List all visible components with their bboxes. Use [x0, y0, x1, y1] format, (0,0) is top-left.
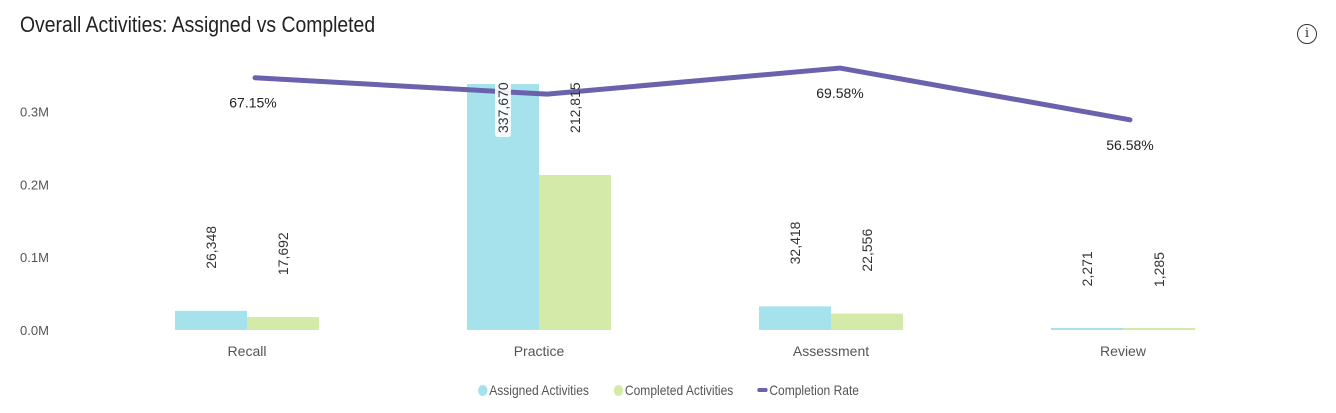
bar-assigned: [175, 310, 247, 330]
y-tick-label: 0.2M: [20, 177, 49, 192]
y-tick-label: 0.1M: [20, 250, 49, 265]
data-label-assigned: 2,271: [1079, 251, 1095, 286]
data-label-assigned: 337,670: [495, 82, 511, 133]
legend-label: Completed Activities: [624, 382, 734, 398]
x-axis: Recall Practice Assessment Review: [228, 343, 1147, 359]
data-label-completed: 212,815: [567, 82, 583, 133]
bar-completed: [247, 317, 319, 330]
legend-item[interactable]: Assigned Activities: [477, 382, 589, 398]
legend-line-swatch: [757, 388, 768, 392]
data-label-assigned: 32,418: [787, 221, 803, 264]
label-background: [495, 66, 511, 137]
legend-dot-swatch: [477, 384, 488, 396]
bar-assigned: [1051, 328, 1123, 330]
x-category-label: Recall: [228, 343, 267, 359]
legend-label: Assigned Activities: [489, 382, 589, 398]
rate-label: 67.15%: [229, 95, 276, 111]
bar-completed: [831, 313, 903, 330]
rate-label: 56.58%: [1106, 137, 1153, 153]
legend-item[interactable]: Completion Rate: [757, 382, 859, 398]
data-label-assigned: 26,348: [203, 226, 219, 269]
data-label-completed: 1,285: [1151, 252, 1167, 287]
bar-assigned: [759, 306, 831, 330]
bar-completed: [539, 174, 611, 330]
completion-rate-path: [252, 65, 1133, 123]
legend-item[interactable]: Completed Activities: [613, 382, 734, 398]
y-axis: 0.0M 0.1M 0.2M 0.3M: [20, 104, 49, 338]
y-tick-label: 0.0M: [20, 323, 49, 338]
legend-dot-swatch: [613, 384, 623, 396]
rate-label: 69.58%: [816, 85, 863, 101]
chart-title: Overall Activities: Assigned vs Complete…: [20, 12, 376, 37]
data-labels: 26,348 337,670 32,418 2,271 17,692 212,815 22,…: [203, 66, 1167, 287]
data-label-completed: 22,556: [859, 229, 875, 272]
info-icon[interactable]: i: [1297, 24, 1317, 44]
x-category-label: Practice: [514, 343, 565, 359]
data-label-completed: 17,692: [275, 232, 291, 275]
legend: Assigned Activities Completed Activities C…: [0, 382, 1336, 398]
y-tick-label: 0.3M: [20, 104, 49, 119]
bar-completed: [1123, 328, 1195, 330]
x-category-label: Assessment: [793, 343, 869, 359]
legend-label: Completion Rate: [769, 382, 859, 398]
bars: [175, 83, 1195, 331]
x-category-label: Review: [1100, 343, 1147, 359]
completion-rate-line: [252, 65, 1133, 123]
